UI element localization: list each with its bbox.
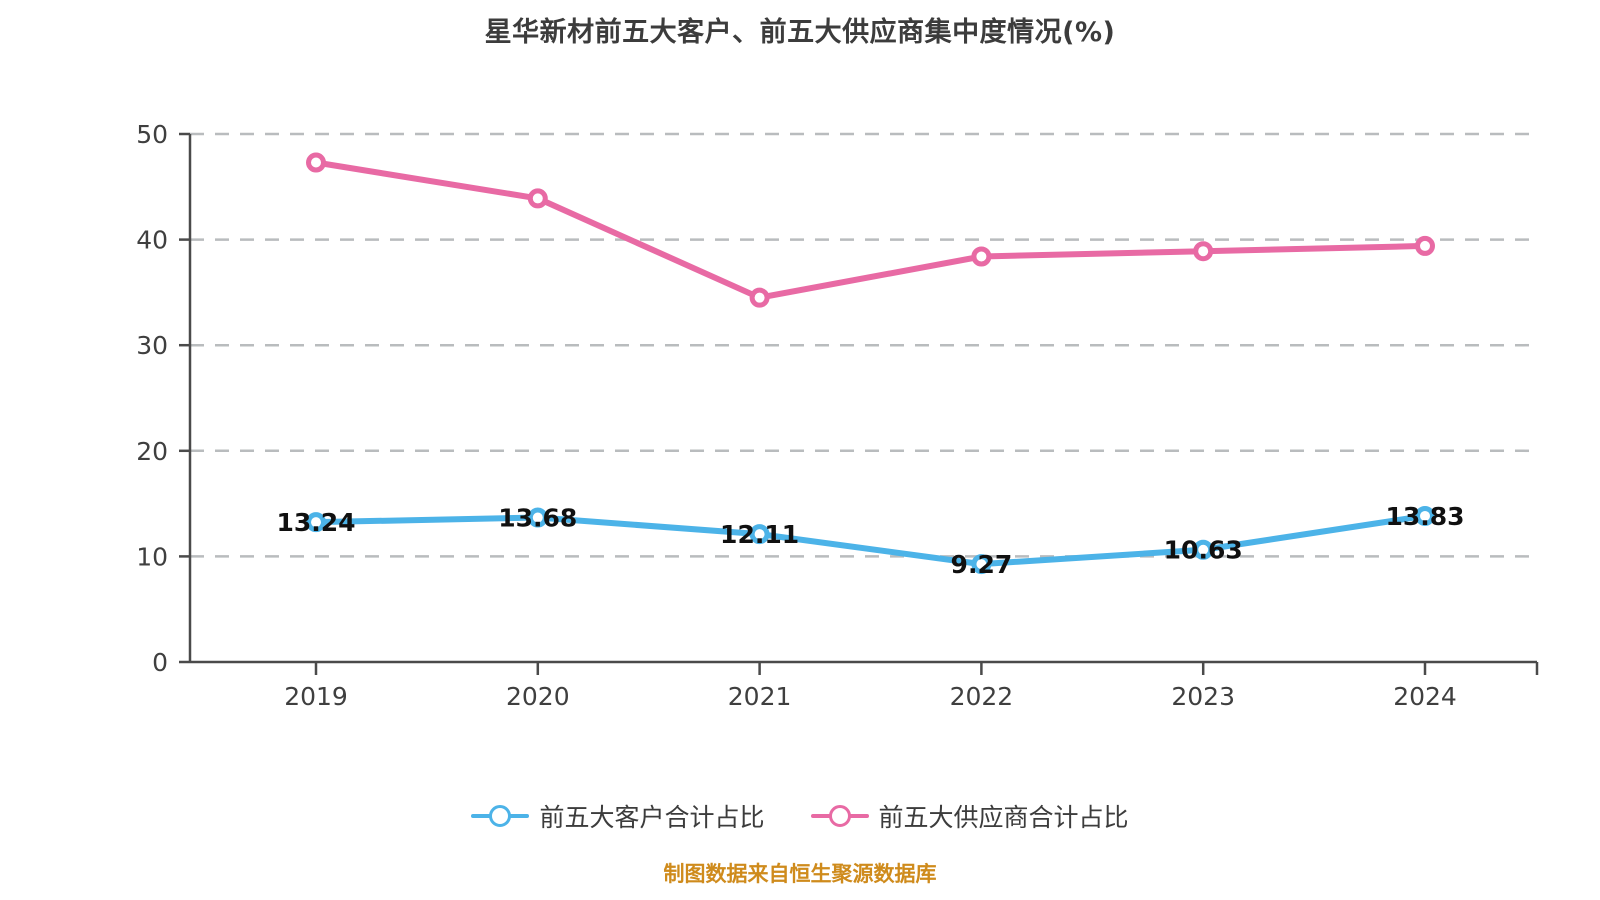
data-value-label: 13.83 [1385, 502, 1464, 531]
data-point[interactable] [306, 512, 326, 533]
data-point[interactable] [527, 188, 548, 209]
series-lines-group [313, 159, 1428, 568]
series-points-group [306, 152, 1435, 575]
x-tick-labels-group: 2019 2020 2021 2022 2023 2024 [284, 682, 1457, 711]
data-source-note: 制图数据来自恒生聚源数据库 [663, 862, 937, 886]
data-value-label: 13.24 [276, 508, 355, 537]
y-tick-label: 30 [136, 331, 168, 360]
data-value-label: 9.27 [951, 550, 1013, 579]
x-tick-label: 2021 [728, 682, 792, 711]
data-point[interactable] [971, 554, 992, 575]
gridlines-group [190, 132, 1537, 558]
data-point[interactable] [749, 287, 770, 308]
legend-item-suppliers[interactable]: 前五大供应商合计占比 [810, 798, 1129, 834]
y-tick-label: 20 [136, 437, 168, 466]
legend-marker-customers [471, 805, 530, 827]
data-point[interactable] [306, 152, 326, 173]
data-value-label: 13.68 [498, 504, 577, 533]
series-value-labels-group: 13.24 13.68 12.11 9.27 10.63 13.83 [276, 502, 1464, 579]
x-tick-label: 2023 [1171, 682, 1235, 711]
legend-label-customers: 前五大客户合计占比 [539, 803, 765, 832]
chart-legend: 前五大客户合计占比 前五大供应商合计占比 [0, 798, 1600, 834]
legend-marker-suppliers [810, 805, 869, 827]
data-point[interactable] [1415, 235, 1435, 256]
x-tick-label: 2019 [284, 682, 348, 711]
y-tick-label: 50 [136, 120, 168, 149]
data-point[interactable] [1415, 505, 1435, 526]
x-tick-label: 2020 [506, 682, 570, 711]
data-value-label: 10.63 [1164, 536, 1243, 565]
x-tick-label: 2022 [950, 682, 1014, 711]
legend-dot-customers [489, 805, 512, 827]
data-point[interactable] [1193, 241, 1214, 262]
data-point[interactable] [971, 246, 992, 267]
data-value-label: 12.11 [720, 520, 799, 549]
y-tick-label: 0 [152, 648, 168, 677]
series-line [313, 159, 1428, 301]
legend-item-customers[interactable]: 前五大客户合计占比 [471, 798, 765, 834]
legend-label-suppliers: 前五大供应商合计占比 [878, 803, 1129, 832]
legend-dot-suppliers [828, 805, 851, 827]
y-tick-labels-group: 50 40 30 20 10 0 [136, 120, 168, 677]
y-tick-label: 40 [136, 226, 168, 255]
x-tick-label: 2024 [1393, 682, 1457, 711]
axis-lines-group [179, 132, 1539, 675]
y-tick-label: 10 [136, 542, 168, 571]
data-point[interactable] [527, 507, 548, 528]
data-point[interactable] [749, 524, 770, 545]
chart-title: 星华新材前五大客户、前五大供应商集中度情况(%) [484, 17, 1116, 48]
series-line [313, 512, 1428, 568]
data-point[interactable] [1193, 539, 1214, 560]
